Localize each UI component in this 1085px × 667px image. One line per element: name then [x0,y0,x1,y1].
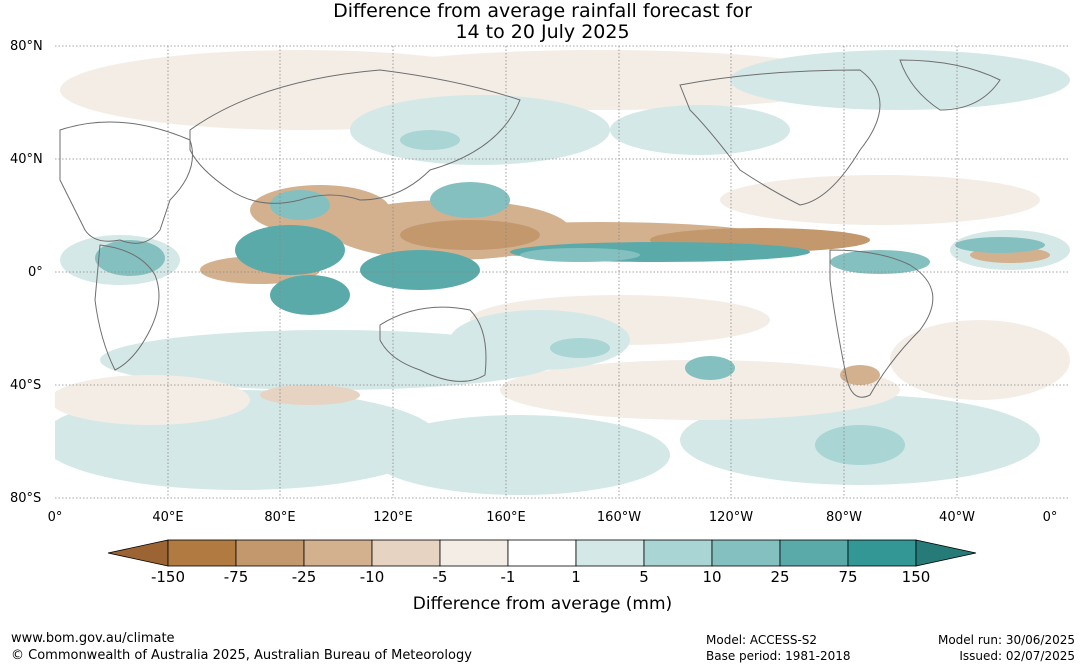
colorbar-tick: -150 [150,568,186,586]
lat-label: 0° [28,265,43,280]
lat-label: 80°N [10,39,43,54]
colorbar-swatch [507,539,577,567]
footer-issued: Issued: 02/07/2025 [959,649,1075,663]
lon-label: 160°E [486,510,526,525]
colorbar-tick: 10 [702,568,722,586]
colorbar-tick: 75 [838,568,858,586]
colorbar-swatch [779,539,849,567]
colorbar-tick: 1 [571,568,581,586]
lon-label: 160°W [596,510,642,525]
graticule [55,45,1070,499]
lat-label: 40°S [10,378,42,393]
lon-label: 0° [1042,510,1058,525]
colorbar-tick: -5 [432,568,448,586]
lon-label: 80°W [826,510,862,525]
colorbar-tick: -1 [500,568,516,586]
colorbar-tick: 5 [639,568,649,586]
footer-copyright: © Commonwealth of Australia 2025, Austra… [11,648,472,663]
lon-label: 0° [47,510,63,525]
footer-base-period: Base period: 1981-2018 [706,649,851,663]
lat-label: 80°S [10,491,42,506]
lat-label: 40°N [10,152,43,167]
chart-title-line1: Difference from average rainfall forecas… [333,0,752,22]
lon-label: 120°E [373,510,413,525]
map-field [55,46,1070,499]
colorbar-swatch [575,539,645,567]
colorbar-tick: -25 [291,568,317,586]
footer-url: www.bom.gov.au/climate [11,631,175,646]
footer-model: Model: ACCESS-S2 [706,633,818,647]
footer-model-run: Model run: 30/06/2025 [937,633,1075,647]
coastlines [59,59,1001,398]
colorbar-label: Difference from average (mm) [412,594,673,614]
colorbar-tick: 150 [901,568,931,586]
colorbar-tick: -75 [223,568,249,586]
chart-title-line2: 14 to 20 July 2025 [455,21,630,43]
colorbar-extend-low [107,539,169,567]
colorbar-swatch [711,539,781,567]
colorbar-swatch [847,539,917,567]
lon-label: 40°E [152,510,184,525]
colorbar-swatch [303,539,373,567]
colorbar-swatch [167,539,237,567]
colorbar-swatch [643,539,713,567]
colorbar-swatch [439,539,509,567]
lon-label: 120°W [708,510,754,525]
colorbar-swatch [235,539,305,567]
colorbar-tick: -10 [359,568,385,586]
lon-label: 80°E [264,510,296,525]
colorbar-swatch [371,539,441,567]
colorbar-extend-high [915,539,977,567]
lon-label: 40°W [939,510,975,525]
colorbar [107,539,977,567]
colorbar-tick: 25 [770,568,790,586]
